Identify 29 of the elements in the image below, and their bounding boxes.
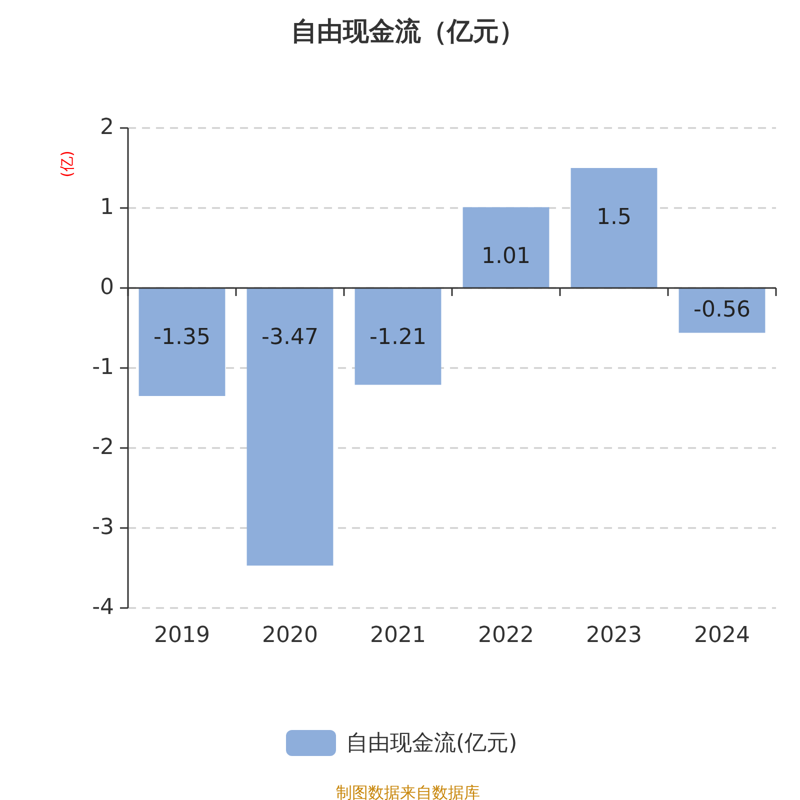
- bar: [678, 288, 766, 333]
- y-tick-label: 2: [100, 115, 114, 140]
- bar: [138, 288, 226, 396]
- x-tick-label: 2023: [586, 623, 642, 648]
- y-tick-label: -4: [92, 595, 114, 620]
- data-label: -1.35: [154, 325, 210, 350]
- x-tick-label: 2019: [154, 623, 210, 648]
- y-tick-label: 0: [100, 275, 114, 300]
- bar: [570, 168, 658, 288]
- y-tick-label: -2: [92, 435, 114, 460]
- data-label: -3.47: [262, 325, 318, 350]
- x-tick-label: 2022: [478, 623, 534, 648]
- text: 制图数据来自数据库: [336, 783, 480, 800]
- y-tick-label: -1: [92, 355, 114, 380]
- data-label: 1.5: [596, 205, 632, 230]
- bar: [462, 207, 550, 288]
- x-tick-label: 2020: [262, 623, 318, 648]
- y-axis-title: (亿): [58, 150, 76, 178]
- bar: [354, 288, 442, 385]
- bar: [246, 288, 334, 566]
- data-label: -0.56: [694, 297, 750, 322]
- data-label: 1.01: [482, 244, 530, 270]
- chart-title: 自由现金流（亿元）: [291, 17, 525, 47]
- data-label: -1.21: [370, 325, 426, 350]
- legend-label: 自由现金流(亿元): [346, 731, 518, 756]
- x-tick-label: 2021: [370, 623, 426, 648]
- x-tick-label: 2024: [694, 623, 750, 648]
- y-tick-label: -3: [92, 515, 114, 540]
- y-tick-label: 1: [100, 195, 114, 220]
